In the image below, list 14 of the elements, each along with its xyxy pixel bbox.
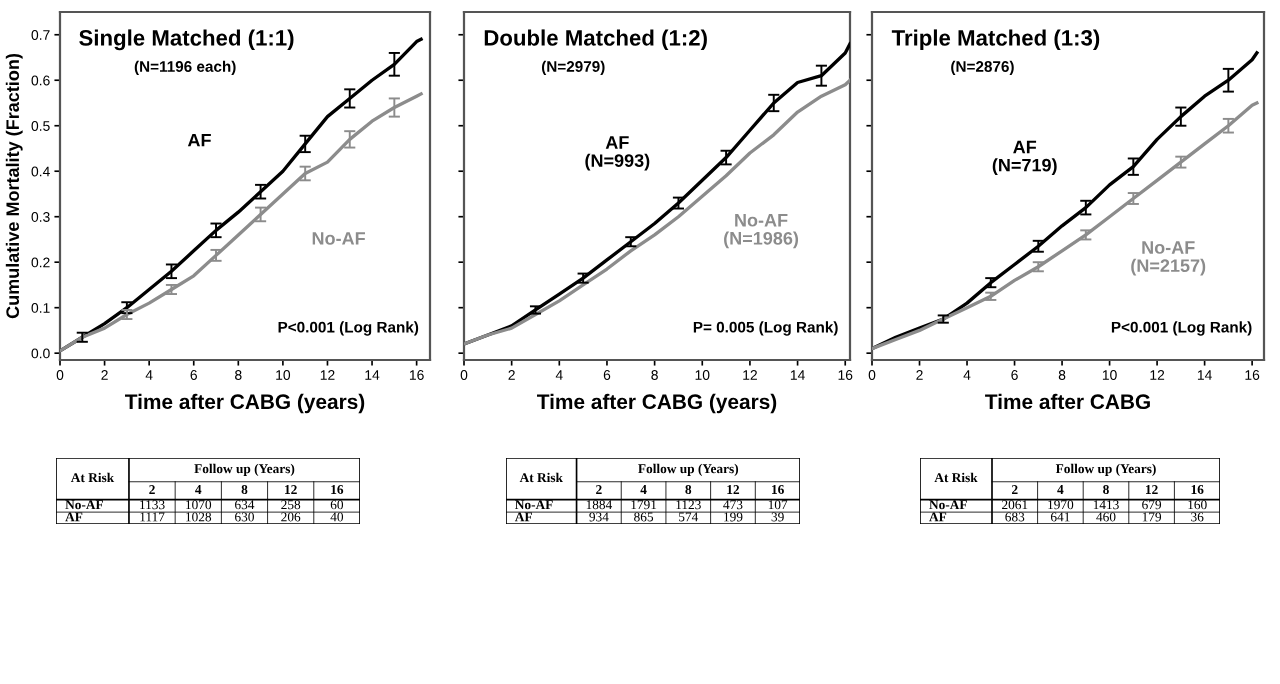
text: No-AF (312, 232, 365, 245)
x-axis-title: Time after CABG (985, 393, 1150, 410)
x-axis-title: Time after CABG (years) (537, 393, 777, 414)
series-label: No-AF (N=1986) (724, 213, 799, 249)
line-series (60, 92, 423, 353)
text: AF (N=719) (992, 140, 1057, 176)
series-label: No-AF (N=2157) (1131, 241, 1206, 276)
y-axis-title: Cumulative Mortality (Fraction) (5, 53, 23, 319)
text: Triple Matched (1:3) (891, 29, 1100, 51)
text: Double Matched (1:2) (484, 29, 707, 51)
text: Single Matched (1:1) (79, 29, 294, 51)
x-axis-title: Time after CABG (years) (125, 393, 365, 414)
text: AF (187, 133, 211, 147)
text: AF (N=993) (585, 136, 650, 171)
